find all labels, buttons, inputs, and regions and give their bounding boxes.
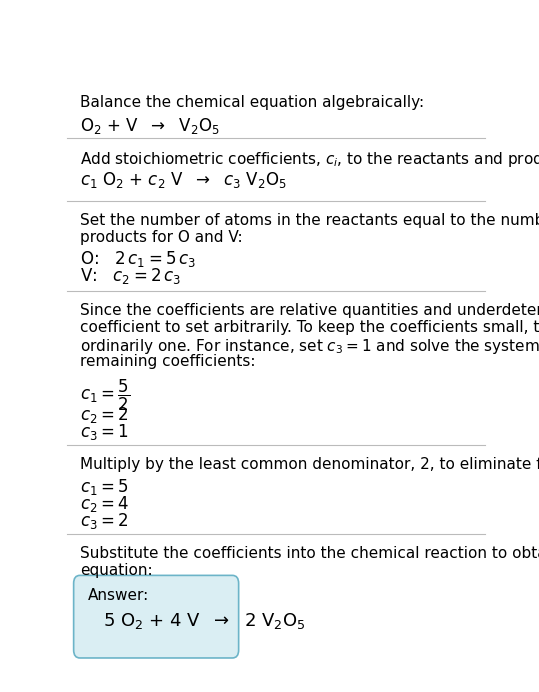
Text: Set the number of atoms in the reactants equal to the number of atoms in the: Set the number of atoms in the reactants…	[80, 212, 539, 228]
Text: $c_3 = 1$: $c_3 = 1$	[80, 422, 128, 442]
Text: remaining coefficients:: remaining coefficients:	[80, 354, 255, 370]
Text: coefficient to set arbitrarily. To keep the coefficients small, the arbitrary va: coefficient to set arbitrarily. To keep …	[80, 320, 539, 335]
Text: products for O and V:: products for O and V:	[80, 230, 243, 244]
Text: Add stoichiometric coefficients, $c_i$, to the reactants and products:: Add stoichiometric coefficients, $c_i$, …	[80, 149, 539, 169]
Text: ordinarily one. For instance, set $c_3 = 1$ and solve the system of equations fo: ordinarily one. For instance, set $c_3 =…	[80, 337, 539, 356]
Text: Since the coefficients are relative quantities and underdetermined, choose a: Since the coefficients are relative quan…	[80, 303, 539, 318]
Text: Multiply by the least common denominator, 2, to eliminate fractional coefficient: Multiply by the least common denominator…	[80, 457, 539, 471]
Text: $c_3 = 2$: $c_3 = 2$	[80, 511, 128, 531]
Text: Balance the chemical equation algebraically:: Balance the chemical equation algebraica…	[80, 95, 424, 110]
Text: $c_1 = \dfrac{5}{2}$: $c_1 = \dfrac{5}{2}$	[80, 378, 130, 413]
Text: $c_1$ O$_2$ + $c_2$ V  $\rightarrow$  $c_3$ V$_2$O$_5$: $c_1$ O$_2$ + $c_2$ V $\rightarrow$ $c_3…	[80, 170, 287, 190]
Text: O$_2$ + V  $\rightarrow$  V$_2$O$_5$: O$_2$ + V $\rightarrow$ V$_2$O$_5$	[80, 116, 219, 136]
Text: 5 O$_2$ + 4 V  $\rightarrow$  2 V$_2$O$_5$: 5 O$_2$ + 4 V $\rightarrow$ 2 V$_2$O$_5$	[103, 611, 306, 631]
Text: $c_2 = 2$: $c_2 = 2$	[80, 406, 128, 426]
Text: equation:: equation:	[80, 563, 153, 578]
FancyBboxPatch shape	[74, 575, 239, 658]
Text: $c_1 = 5$: $c_1 = 5$	[80, 477, 128, 497]
Text: O:   $2\,c_1 = 5\,c_3$: O: $2\,c_1 = 5\,c_3$	[80, 248, 196, 268]
Text: Substitute the coefficients into the chemical reaction to obtain the balanced: Substitute the coefficients into the che…	[80, 546, 539, 561]
Text: V:   $c_2 = 2\,c_3$: V: $c_2 = 2\,c_3$	[80, 266, 181, 286]
Text: Answer:: Answer:	[87, 588, 149, 603]
Text: $c_2 = 4$: $c_2 = 4$	[80, 494, 129, 514]
